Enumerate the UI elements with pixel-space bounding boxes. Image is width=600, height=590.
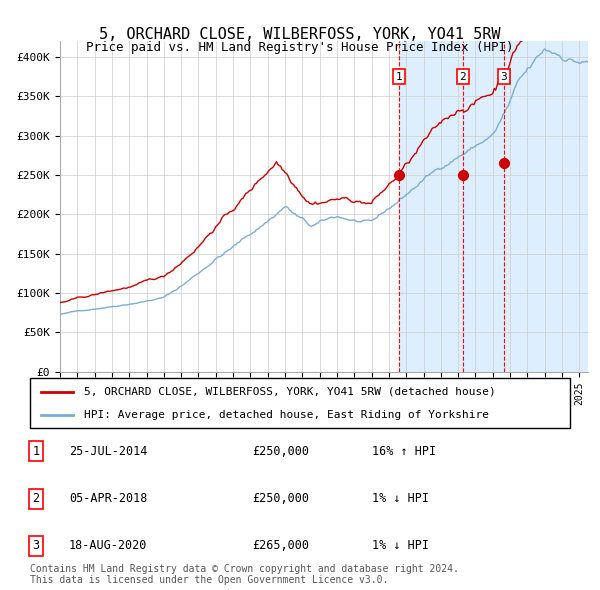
Text: 5, ORCHARD CLOSE, WILBERFOSS, YORK, YO41 5RW (detached house): 5, ORCHARD CLOSE, WILBERFOSS, YORK, YO41… [84, 386, 496, 396]
Text: £250,000: £250,000 [252, 445, 309, 458]
Text: 1% ↓ HPI: 1% ↓ HPI [372, 539, 429, 552]
Text: Contains HM Land Registry data © Crown copyright and database right 2024.
This d: Contains HM Land Registry data © Crown c… [30, 563, 459, 585]
Text: £250,000: £250,000 [252, 492, 309, 505]
Text: 2: 2 [460, 72, 466, 81]
Text: HPI: Average price, detached house, East Riding of Yorkshire: HPI: Average price, detached house, East… [84, 410, 489, 420]
Text: 1% ↓ HPI: 1% ↓ HPI [372, 492, 429, 505]
Text: 2: 2 [32, 492, 40, 505]
Text: Price paid vs. HM Land Registry's House Price Index (HPI): Price paid vs. HM Land Registry's House … [86, 41, 514, 54]
Text: 5, ORCHARD CLOSE, WILBERFOSS, YORK, YO41 5RW: 5, ORCHARD CLOSE, WILBERFOSS, YORK, YO41… [99, 27, 501, 41]
Text: 1: 1 [395, 72, 402, 81]
FancyBboxPatch shape [30, 378, 570, 428]
Text: 3: 3 [32, 539, 40, 552]
Text: £265,000: £265,000 [252, 539, 309, 552]
Text: 1: 1 [32, 445, 40, 458]
Text: 16% ↑ HPI: 16% ↑ HPI [372, 445, 436, 458]
Text: 25-JUL-2014: 25-JUL-2014 [69, 445, 148, 458]
Text: 18-AUG-2020: 18-AUG-2020 [69, 539, 148, 552]
Bar [399, 41, 588, 372]
Text: 3: 3 [500, 72, 507, 81]
Text: 05-APR-2018: 05-APR-2018 [69, 492, 148, 505]
